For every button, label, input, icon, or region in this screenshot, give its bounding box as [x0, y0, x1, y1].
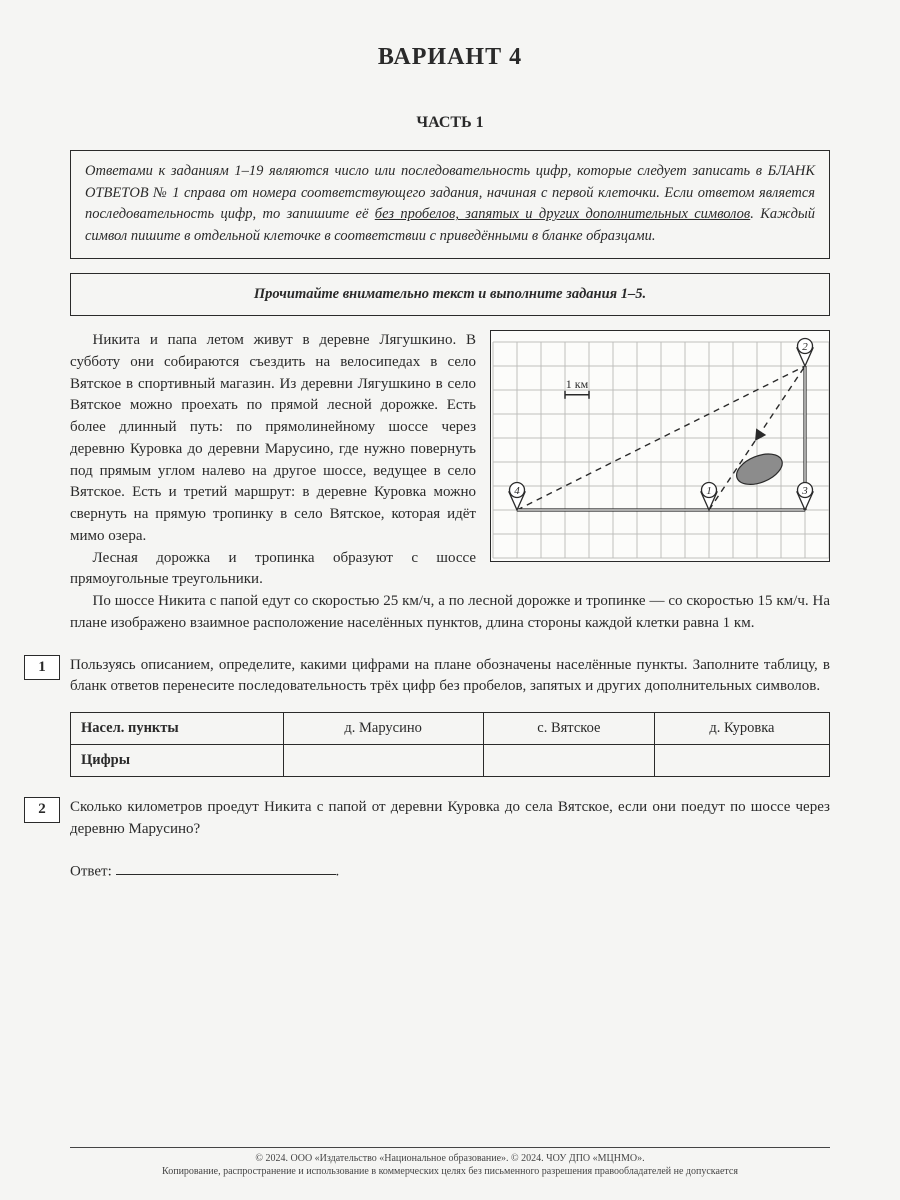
svg-text:1: 1: [706, 485, 712, 497]
answer-blank: [116, 859, 336, 876]
svg-text:3: 3: [801, 485, 808, 497]
table-row: Насел. пункты д. Марусино с. Вятское д. …: [71, 713, 830, 745]
instr-underline: без пробелов, запятых и других дополните…: [375, 206, 750, 222]
variant-title: ВАРИАНТ 4: [70, 40, 830, 75]
task-prompt-box: Прочитайте внимательно текст и выполните…: [70, 273, 830, 316]
q1-number: 1: [24, 655, 60, 681]
passage-p3: По шоссе Никита с папой едут со скорость…: [70, 591, 830, 635]
instructions-box: Ответами к заданиям 1–19 являются число …: [70, 150, 830, 259]
answer-label: Ответ:: [70, 863, 112, 879]
task-prompt: Прочитайте внимательно текст и выполните…: [81, 278, 819, 311]
footer-line1: © 2024. ООО «Издательство «Национальное …: [70, 1152, 830, 1165]
question-2: 2 Сколько километров проедут Никита с па…: [70, 797, 830, 883]
q1-text: Пользуясь описанием, определите, какими …: [70, 655, 830, 699]
svg-text:2: 2: [802, 341, 808, 353]
map-figure: 1 км 1 2 3 4: [490, 330, 830, 562]
instructions-text: Ответами к заданиям 1–19 являются число …: [85, 161, 815, 248]
q1-blank-1: [483, 745, 654, 777]
answer-period: .: [336, 863, 340, 879]
part-title: ЧАСТЬ 1: [70, 111, 830, 134]
svg-text:1 км: 1 км: [566, 377, 589, 391]
svg-text:4: 4: [514, 485, 520, 497]
reading-block: 1 км1234 Никита и папа летом живут в дер…: [70, 330, 830, 635]
q2-answer-line: Ответ: .: [70, 859, 830, 883]
question-1: 1 Пользуясь описанием, определите, каким…: [70, 655, 830, 778]
q1-blank-2: [654, 745, 829, 777]
q1-col-0: д. Марусино: [283, 713, 483, 745]
table-row: Цифры: [71, 745, 830, 777]
page-footer: © 2024. ООО «Издательство «Национальное …: [70, 1147, 830, 1178]
q1-row1-header: Насел. пункты: [71, 713, 284, 745]
q1-col-1: с. Вятское: [483, 713, 654, 745]
footer-line2: Копирование, распространение и использов…: [70, 1165, 830, 1178]
q1-col-2: д. Куровка: [654, 713, 829, 745]
q1-table: Насел. пункты д. Марусино с. Вятское д. …: [70, 712, 830, 777]
q1-row2-header: Цифры: [71, 745, 284, 777]
q2-number: 2: [24, 797, 60, 823]
q1-blank-0: [283, 745, 483, 777]
q2-text: Сколько километров проедут Никита с папо…: [70, 797, 830, 841]
map-svg: 1 км 1 2 3 4: [491, 331, 829, 561]
